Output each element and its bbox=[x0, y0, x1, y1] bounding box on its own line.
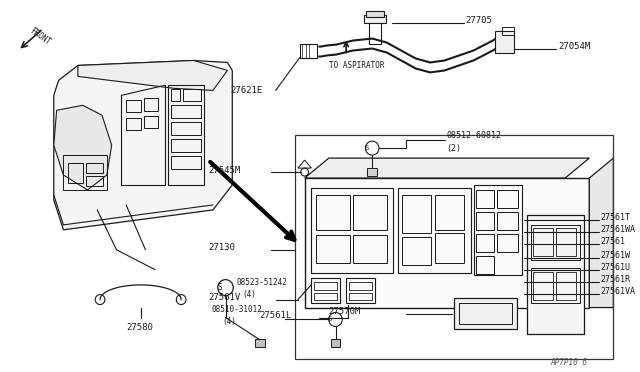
Bar bbox=[295, 135, 613, 359]
Bar bbox=[474, 185, 522, 275]
Bar bbox=[63, 155, 107, 190]
Text: 27561W: 27561W bbox=[601, 251, 631, 260]
Bar bbox=[126, 118, 141, 130]
Bar bbox=[476, 190, 494, 208]
Bar bbox=[170, 89, 180, 101]
Text: AP7P10 6: AP7P10 6 bbox=[550, 358, 588, 367]
Text: 08523-51242: 08523-51242 bbox=[236, 278, 287, 287]
Text: (4): (4) bbox=[242, 290, 256, 299]
Text: 08510-31012: 08510-31012 bbox=[211, 305, 262, 314]
Bar bbox=[316, 235, 350, 263]
Bar bbox=[459, 302, 512, 324]
Bar bbox=[349, 282, 372, 290]
Bar bbox=[353, 195, 387, 230]
Bar bbox=[435, 195, 464, 230]
Bar bbox=[497, 190, 518, 208]
Bar bbox=[349, 293, 372, 299]
Text: 27570M: 27570M bbox=[329, 307, 361, 316]
Bar bbox=[531, 225, 580, 260]
Bar bbox=[531, 268, 580, 302]
Bar bbox=[454, 298, 517, 330]
Bar bbox=[86, 176, 103, 186]
Bar bbox=[367, 168, 377, 176]
Bar bbox=[312, 278, 340, 302]
Bar bbox=[170, 156, 202, 169]
Bar bbox=[346, 278, 375, 302]
Text: 27561U: 27561U bbox=[601, 263, 631, 272]
Bar bbox=[402, 237, 431, 265]
Bar bbox=[497, 212, 518, 230]
Bar bbox=[353, 235, 387, 263]
Text: 27561WA: 27561WA bbox=[601, 225, 636, 234]
Polygon shape bbox=[54, 105, 111, 190]
Bar bbox=[476, 212, 494, 230]
Text: S: S bbox=[218, 283, 222, 292]
Bar bbox=[476, 256, 494, 274]
Text: 27561V: 27561V bbox=[208, 293, 241, 302]
Text: 27561VA: 27561VA bbox=[601, 287, 636, 296]
Bar bbox=[476, 234, 494, 252]
Text: 27561: 27561 bbox=[601, 237, 626, 246]
Bar bbox=[316, 195, 350, 230]
Bar bbox=[331, 339, 340, 347]
Text: 27561L: 27561L bbox=[259, 311, 292, 320]
Bar bbox=[300, 44, 317, 58]
Text: 27054M: 27054M bbox=[559, 42, 591, 51]
Polygon shape bbox=[54, 61, 232, 230]
Bar bbox=[143, 98, 158, 111]
Text: 27580: 27580 bbox=[126, 323, 153, 332]
Text: 27130: 27130 bbox=[208, 243, 235, 252]
Bar bbox=[170, 122, 202, 135]
Text: FRONT: FRONT bbox=[28, 26, 52, 47]
Bar bbox=[502, 26, 514, 35]
Bar bbox=[497, 234, 518, 252]
Bar bbox=[143, 116, 158, 128]
Bar bbox=[183, 89, 202, 101]
Text: TO ASPIRATOR: TO ASPIRATOR bbox=[329, 61, 384, 70]
Bar bbox=[435, 233, 464, 263]
Text: (4): (4) bbox=[223, 317, 237, 326]
Bar bbox=[398, 188, 470, 273]
Bar bbox=[255, 339, 265, 347]
Bar bbox=[367, 11, 384, 17]
Bar bbox=[126, 100, 141, 112]
Bar bbox=[168, 86, 204, 185]
Polygon shape bbox=[78, 61, 227, 90]
Bar bbox=[364, 15, 386, 23]
Polygon shape bbox=[589, 158, 613, 308]
Text: 27561R: 27561R bbox=[601, 275, 631, 284]
Text: 27561T: 27561T bbox=[601, 214, 631, 222]
Bar bbox=[495, 31, 514, 52]
Bar bbox=[305, 178, 589, 308]
Bar bbox=[527, 215, 584, 334]
Text: 27621E: 27621E bbox=[230, 86, 262, 95]
Bar bbox=[369, 19, 381, 44]
Bar bbox=[170, 105, 202, 118]
Bar bbox=[314, 293, 337, 299]
Polygon shape bbox=[305, 158, 589, 178]
Bar bbox=[557, 272, 576, 299]
Bar bbox=[170, 139, 202, 152]
Text: 27545M: 27545M bbox=[208, 166, 241, 174]
Bar bbox=[314, 282, 337, 290]
Text: 08512-60812: 08512-60812 bbox=[447, 131, 502, 140]
Bar bbox=[86, 163, 103, 173]
Bar bbox=[533, 272, 552, 299]
Bar bbox=[68, 163, 83, 183]
Text: S: S bbox=[364, 145, 369, 151]
Text: (2): (2) bbox=[447, 144, 461, 153]
Bar bbox=[312, 188, 394, 273]
Bar bbox=[402, 195, 431, 233]
Text: 27705: 27705 bbox=[466, 16, 493, 25]
Bar bbox=[557, 228, 576, 256]
Text: S: S bbox=[328, 317, 332, 323]
Bar bbox=[533, 228, 552, 256]
